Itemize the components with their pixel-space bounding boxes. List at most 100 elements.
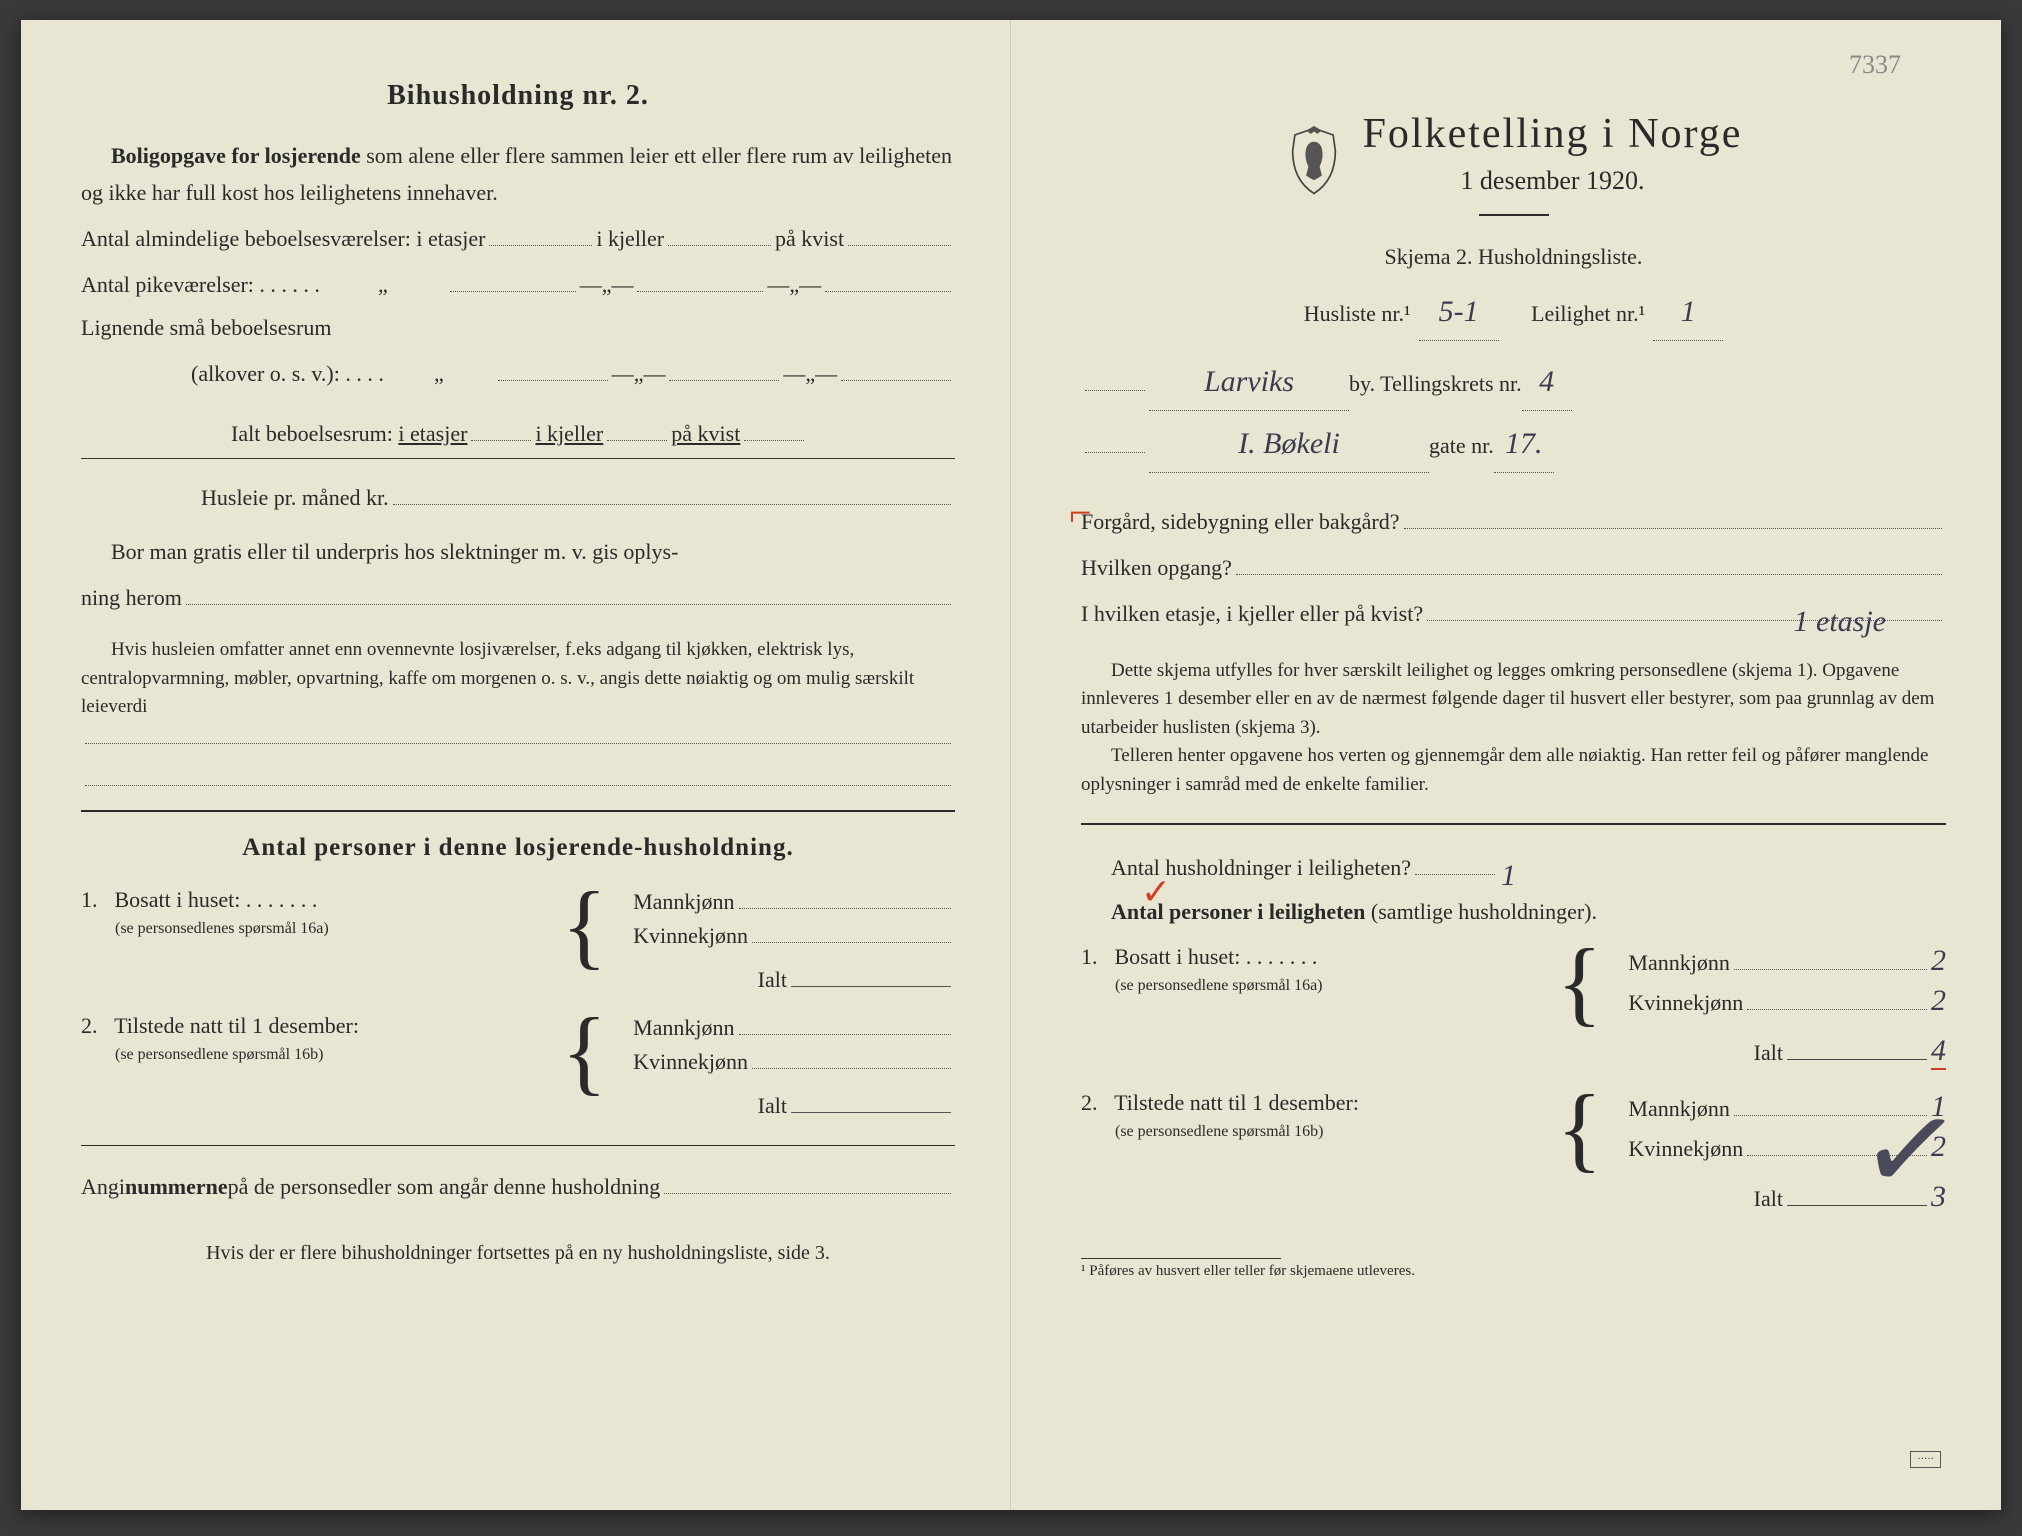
rm: Mannkjønn xyxy=(1628,950,1729,976)
m: Mannkjønn xyxy=(633,889,734,915)
brace-icon: { xyxy=(561,887,607,963)
q1s: (se personsedlenes spørsmål 16a) xyxy=(81,920,329,937)
right-page: 7337 Folketelling i Norge 1 desember 192… xyxy=(1011,20,2001,1510)
apt: Antal personer i leiligheten xyxy=(1111,899,1365,924)
angi-line: Angi nummerne på de personsedler som ang… xyxy=(81,1166,955,1208)
op: Hvilken opgang? xyxy=(1081,547,1232,589)
rm2: Mannkjønn xyxy=(1628,1096,1729,1122)
q1k: 2 xyxy=(1931,984,1946,1018)
rq2s: (se personsedlene spørsmål 16b) xyxy=(1081,1123,1323,1140)
ri2: Ialt xyxy=(1754,1186,1783,1212)
gratis-1: Bor man gratis eller til underpris hos s… xyxy=(81,533,955,570)
gv: I. Bøkeli xyxy=(1149,415,1429,473)
ia: i etasjer xyxy=(398,413,467,455)
ialt-rooms: Ialt beboelsesrum: i etasjer i kjeller p… xyxy=(81,413,955,460)
intro-bold: Boligopgave for losjerende xyxy=(111,143,361,168)
q1i: 4 xyxy=(1931,1034,1946,1070)
rooms-line-2: Antal pikeværelser: . . . . . . „ —„——„— xyxy=(81,264,955,306)
left-q2: 2. Tilstede natt til 1 desember: (se per… xyxy=(81,1013,955,1125)
left-title: Bihusholdning nr. 2. xyxy=(81,80,955,112)
printer-stamp: ····· xyxy=(1910,1451,1941,1468)
hl: Husliste nr.¹ xyxy=(1304,293,1411,335)
gs: gate nr. xyxy=(1429,425,1494,467)
etq: I hvilken etasje, i kjeller eller på kvi… xyxy=(1081,593,1423,635)
rq1n: 1. xyxy=(1081,944,1109,970)
divider xyxy=(81,810,955,812)
rq1l: Bosatt i huset: . . . . . . . xyxy=(1115,944,1318,969)
ri: Ialt xyxy=(1754,1040,1783,1066)
rooms-line-3a: Lignende små beboelsesrum xyxy=(81,309,955,346)
divider-2 xyxy=(81,1145,955,1146)
kv: 4 xyxy=(1522,353,1572,411)
etv: 1 etasje xyxy=(1794,593,1886,650)
gratis-2: ning herom xyxy=(81,577,955,619)
angi-r: på de personsedler som angår denne husho… xyxy=(228,1166,661,1208)
brace-icon: { xyxy=(561,1013,607,1089)
ahv: 1 xyxy=(1501,847,1516,904)
census-document: Bihusholdning nr. 2. Boligopgave for los… xyxy=(21,20,2001,1510)
footnote-block: ¹ Påføres av husvert eller teller før sk… xyxy=(1081,1250,1946,1280)
angi: Angi xyxy=(81,1166,125,1208)
rq1s: (se personsedlene spørsmål 16a) xyxy=(1081,977,1323,994)
questions-block: ⌐ Forgård, sidebygning eller bakgård? Hv… xyxy=(1081,501,1946,634)
right-q2: 2. Tilstede natt til 1 desember: (se per… xyxy=(1081,1090,1946,1220)
rk: Kvinnekjønn xyxy=(1628,990,1743,1016)
rk2: Kvinnekjønn xyxy=(1628,1136,1743,1162)
g2: ning herom xyxy=(81,577,182,619)
main-title: Folketelling i Norge xyxy=(1363,110,1743,158)
q1l: Bosatt i huset: . . . . . . . xyxy=(115,887,318,912)
subtitle: 1 desember 1920. xyxy=(1363,166,1743,196)
ll: Leilighet nr.¹ xyxy=(1531,293,1645,335)
aps: (samtlige husholdninger). xyxy=(1365,899,1597,924)
fn: ¹ Påføres av husvert eller teller før sk… xyxy=(1081,1263,1415,1279)
bottom-note: Hvis der er flere bihusholdninger fortse… xyxy=(81,1236,955,1270)
k2: Kvinnekjønn xyxy=(633,1049,748,1075)
l1a: Antal almindelige beboelsesværelser: i e… xyxy=(81,218,485,260)
q1n: 1. xyxy=(81,887,109,913)
q1m: 2 xyxy=(1931,944,1946,978)
ahq: Antal husholdninger i leiligheten? xyxy=(1111,847,1411,889)
brace-icon: { xyxy=(1557,1090,1603,1166)
instructions-2: Telleren henter opgavene hos verten og g… xyxy=(1081,742,1946,799)
husleie: Husleie pr. måned kr. xyxy=(201,477,389,519)
right-q1: 1. Bosatt i huset: . . . . . . . (se per… xyxy=(1081,944,1946,1076)
left-q1: 1. Bosatt i huset: . . . . . . . (se per… xyxy=(81,887,955,999)
hlv: 5-1 xyxy=(1419,283,1499,341)
husliste-line: Husliste nr.¹ 5-1 Leilighet nr.¹ 1 xyxy=(1081,283,1946,341)
coat-of-arms-icon xyxy=(1285,126,1343,198)
left-page: Bihusholdning nr. 2. Boligopgave for los… xyxy=(21,20,1011,1510)
l3b: (alkover o. s. v.): . . . . xyxy=(191,353,384,395)
q2s: (se personsedlene spørsmål 16b) xyxy=(81,1046,323,1063)
large-checkmark: ✓ xyxy=(1851,1075,1970,1227)
title-row: Folketelling i Norge 1 desember 1920. xyxy=(1081,110,1946,214)
q2n: 2. xyxy=(81,1013,109,1039)
ialt-lbl: Ialt beboelsesrum: xyxy=(231,413,393,455)
schema-line: Skjema 2. Husholdningsliste. xyxy=(1081,238,1946,275)
by-line: Larviks by. Tellingskrets nr. 4 xyxy=(1081,353,1946,411)
byv: Larviks xyxy=(1149,353,1349,411)
ib: i kjeller xyxy=(535,413,603,455)
llv: 1 xyxy=(1653,283,1723,341)
i: Ialt xyxy=(758,967,787,993)
note-text: Hvis husleien omfatter annet enn ovennev… xyxy=(81,636,955,722)
ic: på kvist xyxy=(671,413,740,455)
l2: Antal pikeværelser: . . . . . . xyxy=(81,264,320,306)
bys: by. Tellingskrets nr. xyxy=(1349,363,1522,405)
corner-number: 7337 xyxy=(1849,50,1901,80)
rq2n: 2. xyxy=(1081,1090,1109,1116)
divider-r xyxy=(1081,823,1946,825)
k: Kvinnekjønn xyxy=(633,923,748,949)
husleie-line: Husleie pr. måned kr. xyxy=(81,477,955,519)
title-divider xyxy=(1479,214,1549,216)
fg: Forgård, sidebygning eller bakgård? xyxy=(1081,501,1400,543)
rq2l: Tilstede natt til 1 desember: xyxy=(1114,1090,1359,1115)
antal-hush-line: Antal husholdninger i leiligheten? 1 xyxy=(1081,847,1946,889)
intro-paragraph: Boligopgave for losjerende som alene ell… xyxy=(81,137,955,212)
rooms-line-1: Antal almindelige beboelsesværelser: i e… xyxy=(81,218,955,260)
i2: Ialt xyxy=(758,1093,787,1119)
gnv: 17. xyxy=(1494,415,1554,473)
q2l: Tilstede natt til 1 desember: xyxy=(114,1013,359,1038)
gate-line: I. Bøkeli gate nr. 17. xyxy=(1081,415,1946,473)
l1b: i kjeller xyxy=(596,218,664,260)
section2-title: Antal personer i denne losjerende-hushol… xyxy=(81,834,955,862)
